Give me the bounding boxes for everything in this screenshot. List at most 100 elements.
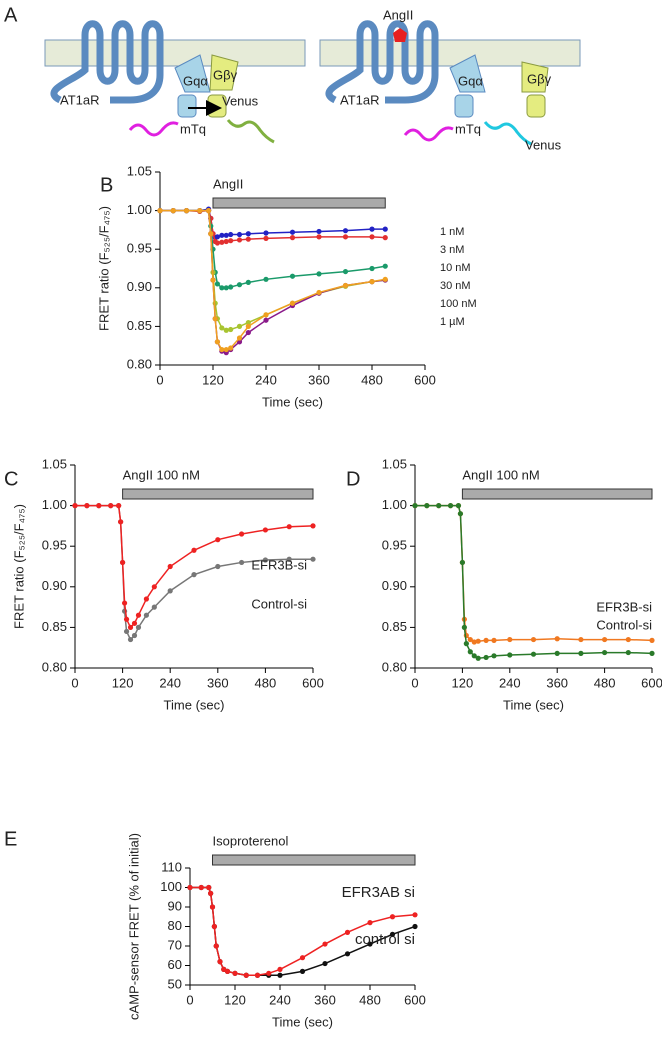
y-tick-label: 1.00 bbox=[42, 497, 67, 512]
series-label: EFR3B-si bbox=[251, 557, 307, 572]
gbg-label: Gβγ bbox=[527, 71, 552, 86]
data-point bbox=[215, 537, 221, 543]
data-point bbox=[342, 228, 349, 234]
x-axis-label: Time (sec) bbox=[503, 697, 564, 712]
series-line bbox=[160, 209, 386, 351]
data-point bbox=[578, 636, 584, 643]
x-tick-label: 600 bbox=[641, 675, 662, 690]
data-point bbox=[369, 265, 375, 272]
gbg-label: Gβγ bbox=[213, 67, 238, 82]
data-point bbox=[214, 281, 221, 287]
emission-wave bbox=[226, 119, 275, 144]
g-beta-gamma bbox=[209, 54, 239, 91]
galpha-label: Gqα bbox=[183, 73, 208, 88]
x-tick-label: 0 bbox=[411, 675, 418, 690]
g-alpha bbox=[449, 54, 486, 93]
donor-barrel bbox=[454, 94, 474, 118]
data-point bbox=[131, 632, 138, 639]
data-point bbox=[266, 970, 272, 976]
data-point bbox=[475, 638, 481, 644]
y-tick-label: 1.05 bbox=[42, 456, 67, 471]
data-point bbox=[369, 279, 375, 285]
data-point bbox=[120, 559, 126, 566]
data-point bbox=[108, 503, 114, 509]
data-point bbox=[530, 651, 537, 657]
data-point bbox=[461, 624, 467, 631]
y-axis-label: FRET ratio (F₅₂₅/F₄₇₅) bbox=[11, 504, 26, 629]
data-point bbox=[322, 941, 328, 947]
data-point bbox=[211, 923, 217, 930]
data-point bbox=[123, 616, 130, 622]
data-point bbox=[483, 654, 489, 661]
x-tick-label: 360 bbox=[314, 992, 336, 1007]
data-point bbox=[316, 271, 322, 277]
y-tick-label: 0.85 bbox=[42, 619, 67, 634]
data-point bbox=[342, 268, 349, 275]
data-point bbox=[208, 890, 214, 896]
data-point bbox=[243, 972, 249, 978]
data-point bbox=[228, 231, 234, 238]
data-point bbox=[232, 970, 238, 976]
data-point bbox=[219, 239, 225, 245]
y-tick-label: 60 bbox=[168, 957, 182, 972]
x-tick-label: 0 bbox=[186, 992, 193, 1007]
data-point bbox=[289, 273, 296, 279]
y-tick-label: 90 bbox=[168, 898, 182, 913]
series-line bbox=[160, 209, 386, 354]
data-point bbox=[467, 649, 473, 655]
data-point bbox=[389, 914, 396, 920]
data-point bbox=[214, 339, 221, 345]
data-point bbox=[212, 300, 218, 306]
x-tick-label: 240 bbox=[159, 675, 181, 690]
data-point bbox=[459, 559, 465, 566]
data-point bbox=[382, 235, 388, 241]
data-point bbox=[183, 208, 190, 214]
donor-label: mTq bbox=[455, 121, 481, 136]
data-point bbox=[151, 604, 157, 610]
x-tick-label: 600 bbox=[404, 992, 426, 1007]
ligand bbox=[393, 28, 407, 42]
series-line bbox=[160, 208, 386, 239]
donor-barrel bbox=[177, 94, 197, 118]
series-label: 1 µM bbox=[440, 316, 465, 328]
diagram-left: AT1aR Gqα Gβγ Venus mTq bbox=[44, 20, 306, 144]
data-point bbox=[236, 237, 243, 243]
receptor-label: AT1aR bbox=[60, 92, 100, 107]
x-tick-label: 360 bbox=[546, 675, 568, 690]
data-point bbox=[625, 636, 631, 643]
y-tick-label: 70 bbox=[168, 937, 182, 952]
data-point bbox=[236, 282, 243, 288]
ligand-label: AngII bbox=[383, 7, 413, 22]
data-point bbox=[491, 653, 497, 659]
x-tick-label: 360 bbox=[207, 675, 229, 690]
data-point bbox=[157, 208, 163, 214]
data-point bbox=[262, 557, 268, 563]
data-point bbox=[205, 208, 212, 214]
data-point bbox=[412, 503, 418, 509]
g-alpha bbox=[174, 54, 211, 93]
excitation-wave bbox=[403, 126, 454, 142]
data-point bbox=[210, 277, 216, 283]
data-point bbox=[263, 276, 269, 282]
acceptor-barrel bbox=[526, 94, 546, 118]
excitation-wave bbox=[128, 121, 179, 137]
data-point bbox=[206, 884, 212, 891]
data-point bbox=[447, 503, 454, 509]
series-label: Control-si bbox=[251, 596, 307, 611]
data-point bbox=[649, 650, 655, 656]
data-point bbox=[219, 325, 225, 331]
x-axis-label: Time (sec) bbox=[164, 697, 225, 712]
data-point bbox=[131, 620, 138, 626]
x-tick-label: 600 bbox=[414, 372, 436, 387]
data-point bbox=[263, 230, 269, 236]
data-point bbox=[382, 226, 388, 232]
y-tick-label: 0.90 bbox=[382, 578, 407, 593]
data-point bbox=[475, 655, 481, 661]
data-point bbox=[214, 234, 221, 240]
data-point bbox=[245, 319, 251, 326]
data-point bbox=[310, 556, 316, 562]
data-point bbox=[135, 624, 142, 631]
x-tick-label: 0 bbox=[71, 675, 78, 690]
data-point bbox=[286, 524, 292, 530]
x-tick-label: 240 bbox=[269, 992, 291, 1007]
